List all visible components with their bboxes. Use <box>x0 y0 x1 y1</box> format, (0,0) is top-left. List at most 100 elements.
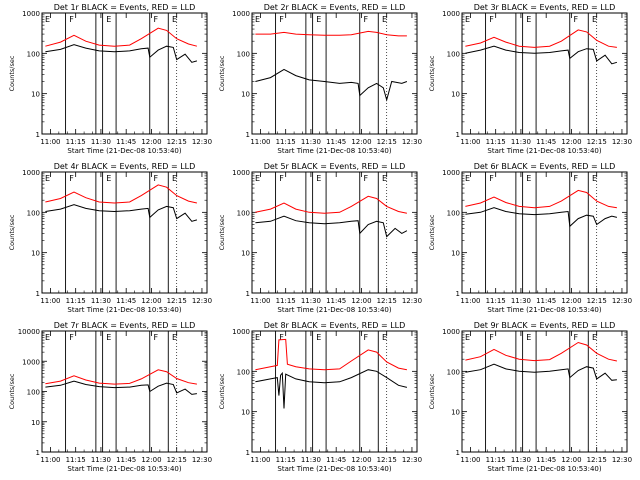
x-tick-label: 12:30 <box>192 138 212 146</box>
y-tick-label: 1000 <box>232 169 250 177</box>
segment-marker-label: E <box>255 15 260 24</box>
segment-marker-label: F <box>69 333 74 342</box>
series-line-events <box>45 204 198 222</box>
x-tick-label: 11:30 <box>91 138 111 146</box>
x-tick-label: 12:00 <box>141 297 161 305</box>
x-tick-label: 11:15 <box>66 297 86 305</box>
x-tick-label: 12:00 <box>561 456 581 464</box>
segment-marker-label: F <box>279 174 284 183</box>
y-tick-label: 100 <box>447 50 460 58</box>
x-tick-label: 11:30 <box>91 297 111 305</box>
chart-panel-9: Det 9r BLACK = Events, RED = LLD 1 10 100 10… <box>428 321 632 473</box>
segment-marker-label: E <box>465 15 470 24</box>
chart-panel-7: Det 7r BLACK = Events, RED = LLD 1 10 100 10… <box>8 321 212 473</box>
segment-marker-label: E <box>592 174 597 183</box>
segment-marker-label: F <box>279 333 284 342</box>
plot-frame <box>251 12 418 135</box>
y-tick-label: 10 <box>451 91 460 99</box>
x-axis-label: Start Time (21-Dec-08 10:53:40) <box>277 306 391 314</box>
x-tick-label: 12:15 <box>377 138 397 146</box>
y-tick-label: 10 <box>31 419 40 427</box>
chart-title: Det 7r BLACK = Events, RED = LLD <box>54 321 196 330</box>
x-tick-label: 11:45 <box>116 138 136 146</box>
segment-marker-label: F <box>153 333 158 342</box>
x-tick-label: 11:00 <box>250 297 270 305</box>
series-line-lld <box>255 30 407 37</box>
y-tick-label: 10 <box>241 91 250 99</box>
segment-marker-label: F <box>363 333 368 342</box>
y-tick-label: 100 <box>447 209 460 217</box>
segment-marker-label: F <box>489 333 494 342</box>
y-tick-label: 100 <box>237 368 250 376</box>
y-tick-label: 1 <box>246 131 250 139</box>
chart-panel-4: Det 4r BLACK = Events, RED = LLD 1 10 100 10… <box>8 162 212 314</box>
x-tick-label: 11:00 <box>40 456 60 464</box>
x-tick-label: 12:30 <box>402 138 422 146</box>
segment-marker-label: F <box>69 174 74 183</box>
segment-marker-label: E <box>172 333 177 342</box>
y-tick-label: 1000 <box>232 328 250 336</box>
series-line-lld <box>45 27 198 47</box>
x-tick-label: 11:00 <box>460 297 480 305</box>
x-tick-label: 12:15 <box>587 456 607 464</box>
segment-marker-label: F <box>363 15 368 24</box>
x-tick-label: 11:15 <box>276 297 296 305</box>
x-tick-label: 11:15 <box>276 138 296 146</box>
series-line-events <box>255 369 408 409</box>
chart-panel-3: Det 3r BLACK = Events, RED = LLD 1 10 100 10… <box>428 3 632 155</box>
segment-marker-label: E <box>465 174 470 183</box>
segment-marker-label: E <box>172 174 177 183</box>
series-line-events <box>465 207 618 228</box>
x-tick-label: 11:15 <box>486 456 506 464</box>
segment-marker-label: F <box>363 174 368 183</box>
segment-marker-label: E <box>526 15 531 24</box>
y-tick-label: 10 <box>451 250 460 258</box>
segment-marker-label: F <box>69 15 74 24</box>
x-tick-label: 11:45 <box>326 297 346 305</box>
x-tick-label: 12:30 <box>402 456 422 464</box>
chart-title: Det 9r BLACK = Events, RED = LLD <box>474 321 616 330</box>
y-axis-label: Counts/sec <box>8 214 16 250</box>
plot-frame <box>251 330 418 453</box>
x-tick-label: 12:30 <box>192 297 212 305</box>
x-tick-label: 11:30 <box>301 138 321 146</box>
plot-frame <box>461 12 628 135</box>
x-tick-label: 12:15 <box>167 456 187 464</box>
x-tick-label: 11:15 <box>486 297 506 305</box>
segment-marker-label: E <box>45 15 50 24</box>
y-tick-label: 1000 <box>22 169 40 177</box>
y-axis-label: Counts/sec <box>8 55 16 91</box>
x-tick-label: 12:00 <box>141 138 161 146</box>
x-axis-label: Start Time (21-Dec-08 10:53:40) <box>487 465 601 473</box>
x-tick-label: 12:30 <box>612 297 632 305</box>
series-line-lld <box>255 195 407 214</box>
x-tick-label: 11:45 <box>536 297 556 305</box>
chart-title: Det 5r BLACK = Events, RED = LLD <box>264 162 406 171</box>
segment-marker-label: E <box>45 174 50 183</box>
series-line-events <box>45 44 198 63</box>
plot-frame <box>41 12 208 135</box>
segment-marker-label: E <box>45 333 50 342</box>
y-tick-label: 1000 <box>22 10 40 18</box>
x-tick-label: 12:00 <box>141 456 161 464</box>
chart-panel-1: Det 1r BLACK = Events, RED = LLD 1 10 100 10… <box>8 3 212 155</box>
x-tick-label: 12:15 <box>167 138 187 146</box>
plot-frame <box>41 330 208 453</box>
y-tick-label: 1 <box>36 131 40 139</box>
x-tick-label: 11:30 <box>91 456 111 464</box>
series-line-events <box>45 380 197 395</box>
chart-title: Det 2r BLACK = Events, RED = LLD <box>264 3 406 12</box>
series-line-events <box>255 215 408 238</box>
series-line-lld <box>465 29 617 48</box>
x-tick-label: 11:30 <box>511 138 531 146</box>
y-axis-label: Counts/sec <box>428 373 436 409</box>
segment-marker-label: F <box>573 333 578 342</box>
segment-marker-label: F <box>153 174 158 183</box>
y-tick-label: 100 <box>237 209 250 217</box>
chart-title: Det 8r BLACK = Events, RED = LLD <box>264 321 406 330</box>
x-axis-label: Start Time (21-Dec-08 10:53:40) <box>487 306 601 314</box>
segment-marker-label: E <box>255 333 260 342</box>
x-tick-label: 11:45 <box>326 456 346 464</box>
x-tick-label: 11:00 <box>40 297 60 305</box>
